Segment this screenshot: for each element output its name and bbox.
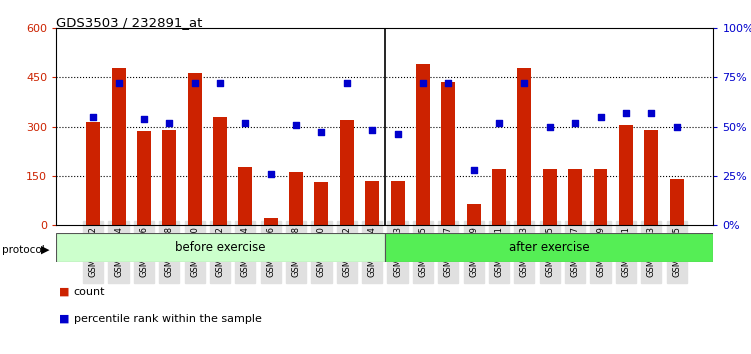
Point bbox=[569, 120, 581, 125]
Bar bbox=[162, 130, 176, 225]
Point bbox=[315, 130, 327, 135]
Bar bbox=[112, 68, 125, 225]
Point bbox=[214, 80, 226, 86]
Text: GDS3503 / 232891_at: GDS3503 / 232891_at bbox=[56, 16, 203, 29]
Text: before exercise: before exercise bbox=[175, 241, 266, 254]
Bar bbox=[644, 130, 658, 225]
Bar bbox=[137, 131, 151, 225]
Bar bbox=[264, 218, 278, 225]
Bar bbox=[56, 233, 385, 262]
Point bbox=[595, 114, 607, 120]
Text: ■: ■ bbox=[59, 314, 69, 324]
Text: after exercise: after exercise bbox=[509, 241, 590, 254]
Text: protocol: protocol bbox=[2, 245, 44, 255]
Point bbox=[417, 80, 429, 86]
Point bbox=[290, 122, 302, 127]
Bar bbox=[391, 181, 405, 225]
Text: ▶: ▶ bbox=[41, 245, 50, 255]
Bar bbox=[315, 182, 328, 225]
Bar bbox=[416, 64, 430, 225]
Point bbox=[240, 120, 252, 125]
Bar bbox=[442, 82, 455, 225]
Bar bbox=[188, 73, 201, 225]
Bar bbox=[340, 120, 354, 225]
Bar bbox=[213, 117, 227, 225]
Point bbox=[138, 116, 150, 121]
Text: count: count bbox=[74, 287, 105, 297]
Bar bbox=[365, 181, 379, 225]
Bar bbox=[238, 167, 252, 225]
Point bbox=[265, 171, 277, 177]
Point bbox=[366, 128, 379, 133]
Bar bbox=[492, 169, 506, 225]
Point bbox=[113, 80, 125, 86]
Point bbox=[493, 120, 505, 125]
Point bbox=[645, 110, 657, 116]
Point bbox=[341, 80, 353, 86]
Point bbox=[468, 167, 480, 173]
Point bbox=[442, 80, 454, 86]
Point bbox=[671, 124, 683, 129]
Bar bbox=[543, 169, 556, 225]
Point bbox=[87, 114, 99, 120]
Text: ■: ■ bbox=[59, 287, 69, 297]
Point bbox=[620, 110, 632, 116]
Point bbox=[518, 80, 530, 86]
Bar bbox=[289, 172, 303, 225]
Bar bbox=[385, 233, 713, 262]
Text: percentile rank within the sample: percentile rank within the sample bbox=[74, 314, 261, 324]
Bar bbox=[619, 125, 633, 225]
Point bbox=[189, 80, 201, 86]
Bar bbox=[670, 179, 683, 225]
Bar bbox=[86, 122, 100, 225]
Point bbox=[544, 124, 556, 129]
Bar bbox=[593, 169, 608, 225]
Bar bbox=[517, 68, 532, 225]
Point bbox=[391, 132, 403, 137]
Point bbox=[163, 120, 175, 125]
Bar bbox=[569, 169, 582, 225]
Bar bbox=[466, 204, 481, 225]
